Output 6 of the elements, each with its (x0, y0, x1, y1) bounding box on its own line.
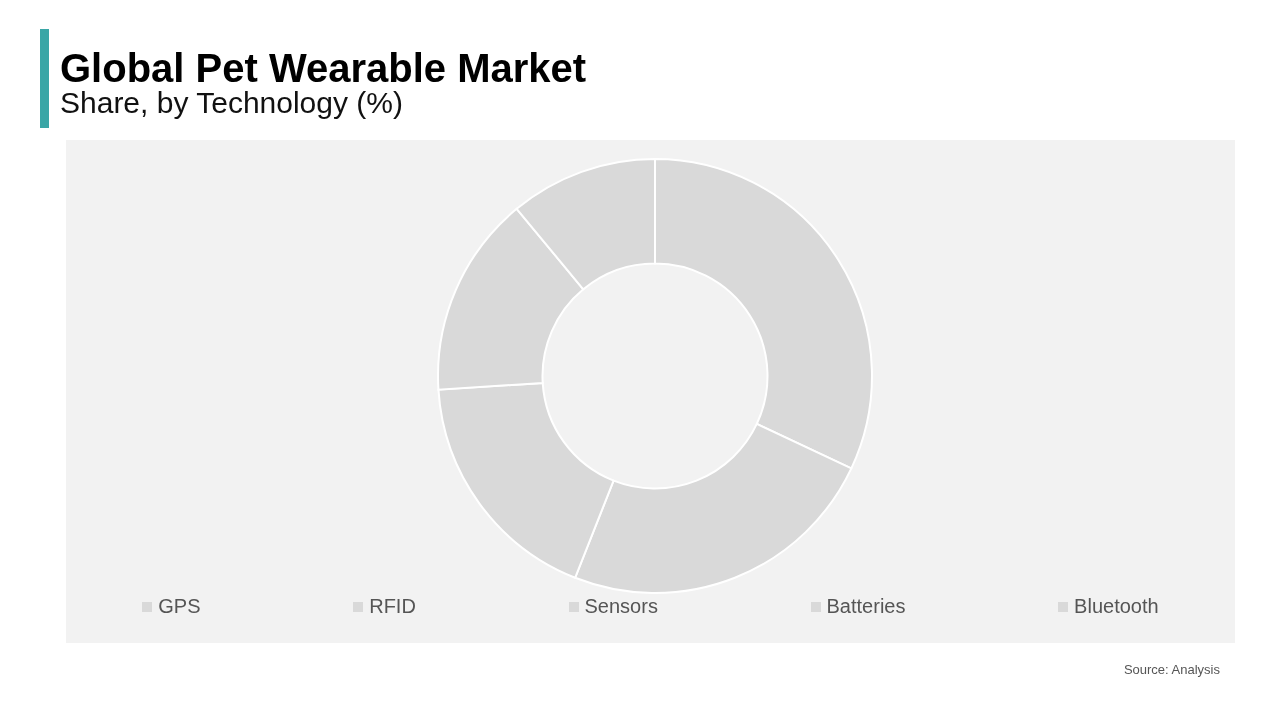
legend-label: GPS (158, 595, 201, 618)
legend-label: Sensors (584, 595, 658, 618)
legend-label: RFID (369, 595, 416, 618)
legend-label: Bluetooth (1074, 595, 1159, 618)
legend-label: Batteries (826, 595, 906, 618)
source-note: Source: Analysis (1123, 662, 1220, 677)
